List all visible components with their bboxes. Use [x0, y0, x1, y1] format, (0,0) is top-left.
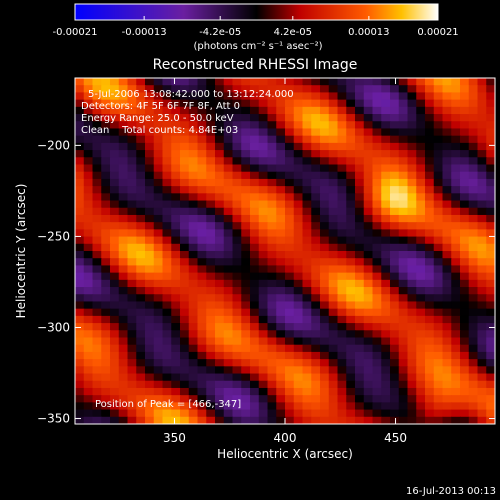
colorbar-unit: (photons cm⁻² s⁻¹ asec⁻²): [193, 41, 322, 52]
colorbar-tick-label: -0.00021: [53, 27, 98, 38]
annotation-clean: Clean Total counts: 4.84E+03: [81, 125, 238, 136]
footer-date: 16-Jul-2013 00:13: [406, 486, 496, 497]
axis-ticks: 350 400 450 −200 −250 −300 −350: [37, 78, 495, 445]
annotation-time: 5-Jul-2006 13:08:42.000 to 13:12:24.000: [88, 89, 294, 100]
y-tick-label: −200: [37, 138, 70, 152]
x-axis-label: Heliocentric X (arcsec): [217, 447, 353, 461]
peak-label: Position of Peak = [466,-347]: [95, 399, 241, 410]
colorbar-tick-label: 4.2e-05: [274, 27, 312, 38]
colorbar-tick-label: 0.00013: [348, 27, 389, 38]
annotation-detectors: Detectors: 4F 5F 6F 7F 8F, Att 0: [81, 101, 240, 112]
y-tick-label: −350: [37, 412, 70, 426]
y-tick-label: −300: [37, 320, 70, 334]
heatmap-area: [75, 78, 495, 424]
annotation-energy: Energy Range: 25.0 - 50.0 keV: [81, 113, 234, 124]
colorbar-tick-label: -4.2e-05: [199, 27, 241, 38]
y-tick-label: −250: [37, 229, 70, 243]
x-tick-label: 400: [274, 431, 297, 445]
x-tick-label: 450: [384, 431, 407, 445]
colorbar-tick-label: -0.00013: [122, 27, 167, 38]
y-axis-label: Heliocentric Y (arcsec): [14, 184, 28, 319]
x-tick-label: 350: [163, 431, 186, 445]
colorbar: [74, 3, 439, 21]
colorbar-ticks: -0.00021 -0.00013 -4.2e-05 4.2e-05 0.00013 0.…: [53, 16, 459, 38]
chart-title: Reconstructed RHESSI Image: [153, 57, 358, 73]
colorbar-tick-label: 0.00021: [417, 27, 458, 38]
